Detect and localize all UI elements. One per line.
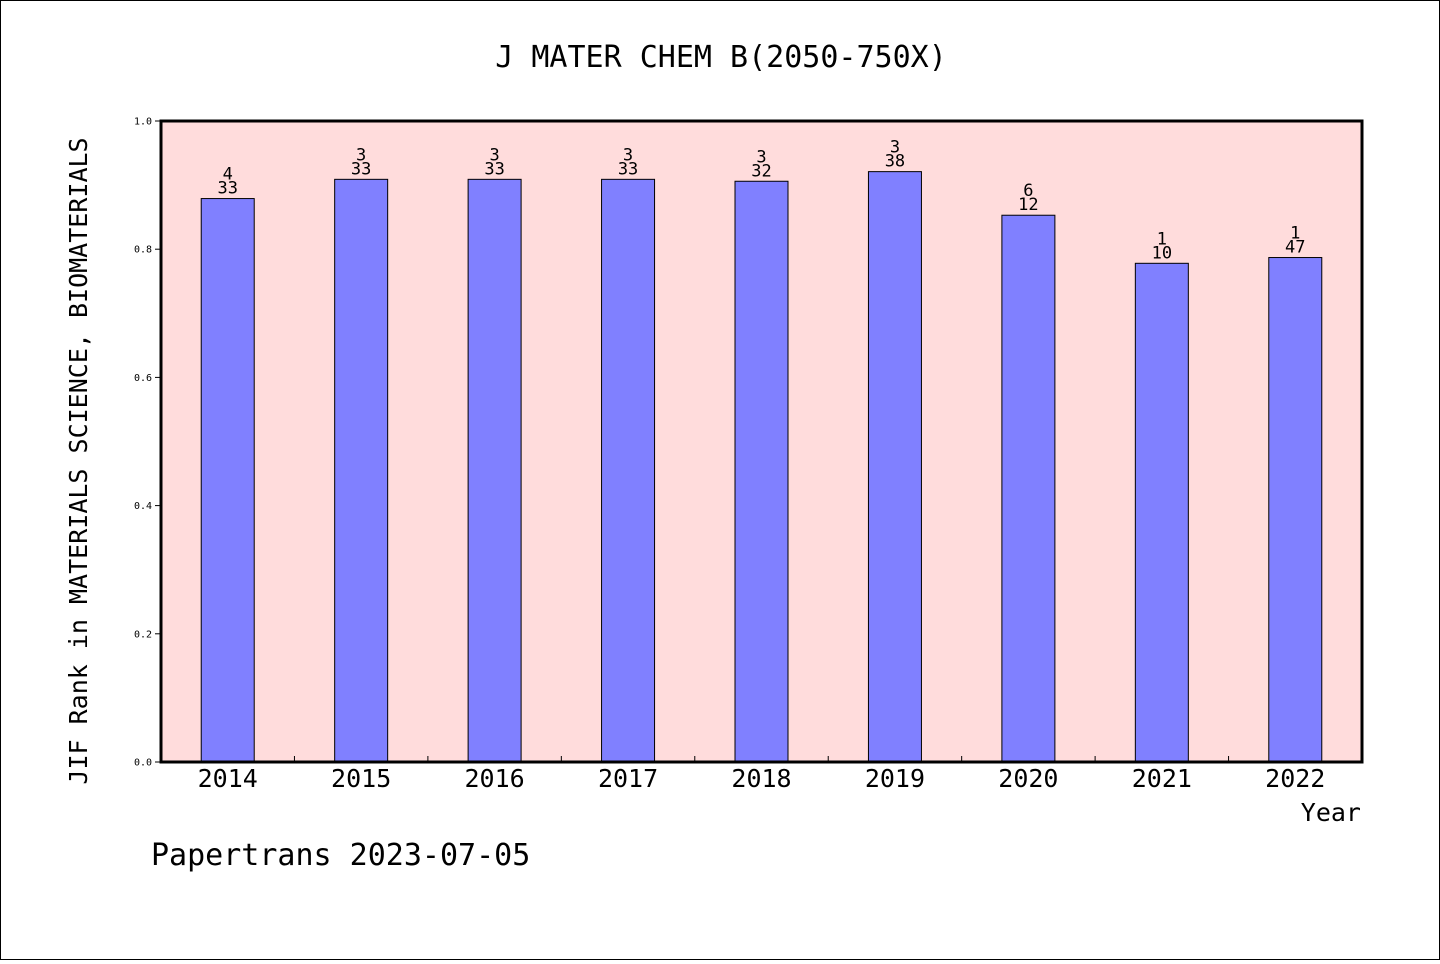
bar-2017 [601,178,656,763]
x-axis-label: Year [1301,798,1361,827]
bar-2022 [1268,257,1323,763]
bar-label-top-2014: 4 [223,165,233,185]
bars-group [200,171,1323,763]
plot-border [159,119,1364,764]
bar-label-bottom-2016: 33 [484,159,504,179]
bar-label-top-2020: 6 [1023,181,1033,201]
bar-2020 [1001,214,1056,763]
x-tick-label-2014: 2014 [198,764,258,793]
bar-label-bottom-2022: 47 [1285,238,1305,258]
x-tick-label-2022: 2022 [1265,764,1325,793]
x-tick-label-2015: 2015 [331,764,391,793]
x-tick-label-2018: 2018 [731,764,791,793]
bar-2016 [467,178,522,763]
y-tick-label-0.0: 0.0 [134,758,152,769]
bar-2021 [1134,262,1189,763]
bar-2014 [200,198,255,763]
y-tick-label-0.8: 0.8 [134,245,152,256]
y-axis-label: JIF Rank in MATERIALS SCIENCE, BIOMATERI… [64,137,93,784]
bar-label-top-2018: 3 [756,147,766,167]
bar-label-top-2019: 3 [890,138,900,158]
x-tick-label-2017: 2017 [598,764,658,793]
bar-label-bottom-2018: 32 [751,161,771,181]
bar-label-bottom-2021: 10 [1152,243,1172,263]
x-axis: 2014 2015 2016 2017 2018 2019 2020 2021 2022 [198,756,1325,793]
y-tick-label-0.4: 0.4 [134,501,152,512]
bar-label-top-2016: 3 [489,145,499,165]
bar-2019 [867,171,922,763]
bar-label-bottom-2015: 33 [351,159,371,179]
bar-label-top-2021: 1 [1157,229,1167,249]
bar-label-bottom-2020: 12 [1018,195,1038,215]
bar-label-top-2022: 1 [1290,224,1300,244]
bar-label-top-2015: 3 [356,145,366,165]
bar-label-top-2017: 3 [623,145,633,165]
y-tick-label-1.0: 1.0 [134,117,152,128]
x-tick-label-2016: 2016 [465,764,525,793]
y-tick-label-0.2: 0.2 [134,629,152,640]
x-tick-label-2021: 2021 [1132,764,1192,793]
y-tick-label-0.6: 0.6 [134,373,152,384]
bar-label-bottom-2014: 33 [217,179,237,199]
y-axis: 0.0 0.2 0.4 0.6 0.8 1.0 [134,117,161,769]
bar-2015 [334,178,389,763]
bar-label-bottom-2017: 33 [618,159,638,179]
chart-title: J MATER CHEM B(2050-750X) [495,40,947,75]
bar-2018 [734,180,789,763]
x-tick-label-2020: 2020 [998,764,1058,793]
bar-label-bottom-2019: 38 [885,152,905,172]
x-tick-label-2019: 2019 [865,764,925,793]
footer-text: Papertrans 2023-07-05 [151,838,530,873]
